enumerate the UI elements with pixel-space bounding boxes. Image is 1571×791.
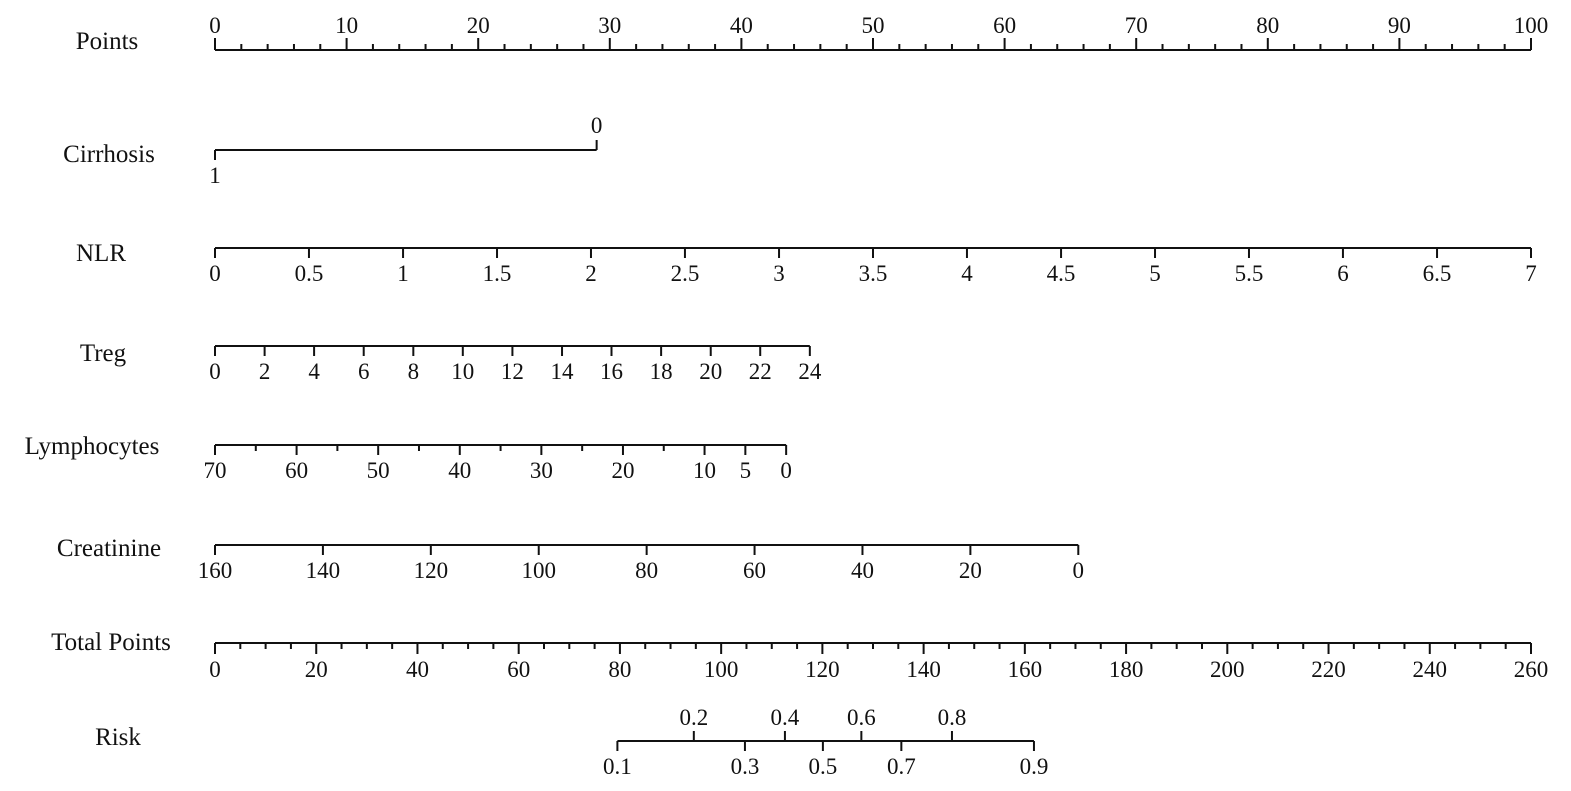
treg-label: Treg [80,340,127,367]
lymphocytes-label: Lymphocytes [25,433,160,460]
points-tick-label: 50 [862,13,885,38]
points-scale-label: Points [76,28,139,55]
total-points-tick-label: 80 [608,657,631,682]
nlr-tick-label: 3 [773,261,785,286]
lymphocytes-tick-label: 5 [740,458,752,483]
risk-tick-label: 0.7 [887,754,916,779]
total-points-tick-label: 260 [1514,657,1549,682]
nlr-tick-label: 1 [397,261,409,286]
risk-tick-label: 0.1 [603,754,632,779]
points-tick-label: 10 [335,13,358,38]
points-tick-label: 40 [730,13,753,38]
total-points-tick-label: 100 [704,657,739,682]
risk-tick-label: 0.2 [679,705,708,730]
creatinine-tick-label: 20 [959,558,982,583]
treg-tick-label: 22 [749,359,772,384]
cirrhosis-label: Cirrhosis [63,141,155,168]
treg-tick-label: 16 [600,359,623,384]
nlr-tick-label: 6.5 [1423,261,1452,286]
nlr-tick-label: 1.5 [483,261,512,286]
treg-tick-label: 10 [451,359,474,384]
points-tick-label: 60 [993,13,1016,38]
treg-tick-label: 6 [358,359,370,384]
treg-tick-label: 20 [699,359,722,384]
risk-tick-label: 0.4 [771,705,800,730]
lymphocytes-tick-label: 0 [780,458,792,483]
lymphocytes-tick-label: 20 [611,458,634,483]
points-tick-label: 90 [1388,13,1411,38]
treg-tick-label: 12 [501,359,524,384]
total-points-tick-label: 60 [507,657,530,682]
treg-tick-label: 2 [259,359,271,384]
creatinine-tick-label: 60 [743,558,766,583]
treg-tick-label: 4 [308,359,320,384]
total-points-tick-label: 20 [305,657,328,682]
cirrhosis-tick-label: 0 [591,113,603,138]
nlr-tick-label: 4 [961,261,973,286]
nlr-tick-label: 3.5 [859,261,888,286]
creatinine-tick-label: 100 [521,558,556,583]
nlr-tick-label: 7 [1525,261,1537,286]
total-points-label: Total Points [51,629,171,656]
creatinine-tick-label: 0 [1073,558,1085,583]
nlr-tick-label: 0.5 [295,261,324,286]
risk-tick-label: 0.8 [938,705,967,730]
nlr-tick-label: 2.5 [671,261,700,286]
nlr-tick-label: 6 [1337,261,1349,286]
creatinine-label: Creatinine [57,535,161,562]
nlr-tick-label: 4.5 [1047,261,1076,286]
total-points-tick-label: 0 [209,657,221,682]
total-points-tick-label: 120 [805,657,840,682]
risk-label: Risk [95,724,141,751]
total-points-tick-label: 240 [1413,657,1448,682]
lymphocytes-tick-label: 60 [285,458,308,483]
creatinine-tick-label: 120 [414,558,449,583]
creatinine-tick-label: 160 [198,558,233,583]
points-tick-label: 80 [1256,13,1279,38]
lymphocytes-tick-label: 70 [204,458,227,483]
nlr-tick-label: 5.5 [1235,261,1264,286]
points-tick-label: 100 [1514,13,1549,38]
lymphocytes-tick-label: 30 [530,458,553,483]
treg-tick-label: 24 [798,359,822,384]
total-points-tick-label: 200 [1210,657,1245,682]
nlr-tick-label: 2 [585,261,597,286]
risk-tick-label: 0.3 [731,754,760,779]
nlr-tick-label: 0 [209,261,221,286]
treg-tick-label: 0 [209,359,221,384]
nlr-label: NLR [76,240,126,267]
nlr-tick-label: 5 [1149,261,1161,286]
points-tick-label: 20 [467,13,490,38]
total-points-tick-label: 180 [1109,657,1144,682]
creatinine-tick-label: 40 [851,558,874,583]
risk-tick-label: 0.6 [847,705,876,730]
lymphocytes-tick-label: 50 [367,458,390,483]
points-tick-label: 0 [209,13,221,38]
lymphocytes-tick-label: 10 [693,458,716,483]
treg-tick-label: 14 [551,359,575,384]
total-points-tick-label: 140 [906,657,941,682]
treg-tick-label: 18 [650,359,673,384]
total-points-tick-label: 40 [406,657,429,682]
points-tick-label: 30 [598,13,621,38]
risk-tick-label: 0.5 [809,754,838,779]
risk-tick-label: 0.9 [1020,754,1049,779]
creatinine-tick-label: 80 [635,558,658,583]
lymphocytes-tick-label: 40 [448,458,471,483]
cirrhosis-tick-label: 1 [209,163,221,188]
total-points-tick-label: 160 [1008,657,1043,682]
creatinine-tick-label: 140 [306,558,341,583]
points-tick-label: 70 [1125,13,1148,38]
treg-tick-label: 8 [408,359,420,384]
total-points-tick-label: 220 [1311,657,1346,682]
